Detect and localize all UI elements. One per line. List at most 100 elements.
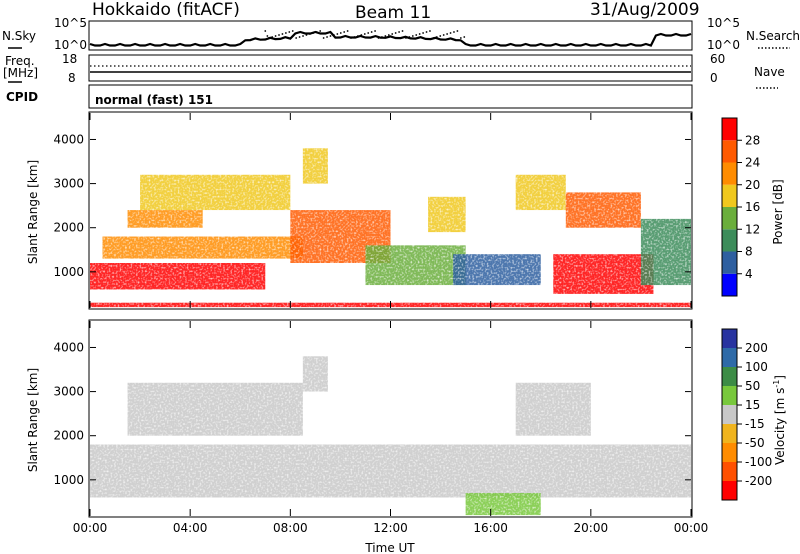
freq-label: Freq. <box>5 54 35 68</box>
noise-dot <box>322 37 325 39</box>
velocity-speckle <box>90 321 691 516</box>
velocity-colorbar-tick-label: -50 <box>745 436 765 450</box>
power-axes-frame <box>88 111 693 310</box>
noise-dot <box>346 30 349 32</box>
noise-dot <box>319 30 322 32</box>
noise-dot <box>442 34 445 36</box>
power-colorbar-tick-label: 24 <box>745 156 760 170</box>
nave-label: Nave <box>754 65 785 79</box>
power-panel: 1000 2000 3000 4000 Slant Range [km] 4 8 12 16… <box>26 111 785 310</box>
y-tick-label: 1000 <box>53 265 84 279</box>
noise-dot <box>381 36 383 38</box>
power-colorbar-tick-label: 20 <box>745 178 760 192</box>
x-tick-label: 00:00 <box>674 521 709 535</box>
noise-dot <box>339 32 342 34</box>
noise-dot <box>284 32 287 34</box>
noise-dot <box>315 31 318 33</box>
noise-dot <box>453 31 455 33</box>
station-title: Hokkaido (fitACF) <box>92 0 240 20</box>
nsearch-tick-top: 10^5 <box>707 16 740 30</box>
noise-dot <box>370 31 373 33</box>
velocity-colorbar-segment <box>722 367 737 386</box>
noise-dot <box>463 36 466 38</box>
velocity-ylabel: Slant Range [km] <box>26 368 40 472</box>
noise-dot <box>343 31 346 33</box>
nsearch-tick-bottom: 10^0 <box>707 38 740 52</box>
power-colorbar-label: Power [dB] <box>771 179 785 244</box>
noise-dot <box>394 32 397 34</box>
power-colorbar: 4 8 12 16 20 24 28 <box>721 117 760 297</box>
x-axis-title: Time UT <box>364 541 415 554</box>
velocity-colorbar-frame <box>721 328 738 501</box>
velocity-colorbar-label-end: ] <box>773 375 787 380</box>
velocity-colorbar-label-sup: -1 <box>772 380 781 388</box>
velocity-axes-frame <box>88 319 693 518</box>
noise-dot <box>288 31 291 33</box>
nave-tick-bottom: 0 <box>710 71 718 85</box>
freq-tick-top: 18 <box>62 52 77 66</box>
velocity-colorbar-tick-label: -15 <box>745 417 765 431</box>
noise-dot <box>264 30 267 32</box>
noise-dot <box>384 35 387 37</box>
power-colorbar-segment <box>722 140 737 163</box>
noise-dot <box>326 36 328 38</box>
noise-dot <box>367 32 370 34</box>
noise-dot <box>439 35 442 37</box>
y-tick-label: 1000 <box>53 473 84 487</box>
y-tick-label: 3000 <box>53 177 84 191</box>
freq-unit: [MHz] <box>3 66 38 80</box>
noise-dot <box>456 30 459 32</box>
noise-dot <box>363 33 366 35</box>
nsky-tick-bottom: 10^0 <box>54 38 87 52</box>
power-colorbar-segment <box>722 162 737 185</box>
noise-dot <box>377 37 380 39</box>
x-tick-label: 20:00 <box>574 521 609 535</box>
x-tick-label: 12:00 <box>373 521 408 535</box>
cpid-label: CPID <box>6 90 38 104</box>
y-tick-label: 4000 <box>53 132 84 146</box>
velocity-colorbar-segment <box>722 481 737 500</box>
noise-dot <box>350 37 352 39</box>
noise-dot <box>446 33 449 35</box>
power-colorbar-segment <box>722 118 737 141</box>
noise-dot <box>312 32 315 34</box>
power-colorbar-segment <box>722 184 737 207</box>
noise-dot <box>278 34 280 36</box>
noise-search-dots <box>264 30 466 39</box>
nsky-tick-top: 10^5 <box>54 16 87 30</box>
power-colorbar-tick-label: 8 <box>745 245 753 259</box>
noise-dot <box>295 37 298 39</box>
noise-dot <box>302 35 304 37</box>
cpid-value: normal (fast) 151 <box>95 93 213 107</box>
nsearch-label: N.Search <box>746 29 800 43</box>
velocity-colorbar-tick-label: -100 <box>745 455 772 469</box>
noise-dot <box>429 30 431 32</box>
power-colorbar-tick-label: 16 <box>745 200 760 214</box>
x-tick-label: 16:00 <box>473 521 508 535</box>
velocity-panel: 1000 2000 3000 4000 00:00 04:00 08:00 12:00 16:… <box>26 319 787 554</box>
noise-dot <box>267 37 270 39</box>
noise-strip-frame <box>88 20 693 51</box>
power-colorbar-tick-label: 4 <box>745 267 753 281</box>
noise-dot <box>449 32 452 34</box>
noise-dot <box>411 35 414 37</box>
cpid-strip-frame <box>88 84 693 109</box>
velocity-colorbar: 200 100 50 15 -15 -50 -100 -200 <box>721 328 772 501</box>
noise-dot <box>425 31 428 33</box>
power-colorbar-segment <box>722 273 737 296</box>
velocity-colorbar-label-main: Velocity [m s <box>773 388 787 465</box>
nave-tick-top: 60 <box>710 52 725 66</box>
status-panel: N.Sky 10^5 10^0 10^5 10^0 N.Search Freq.… <box>2 16 800 109</box>
noise-dot <box>305 34 308 36</box>
noise-dot <box>291 30 294 32</box>
noise-dot <box>432 37 435 39</box>
freq-strip-frame <box>88 54 693 82</box>
power-x-axis <box>89 113 692 308</box>
y-tick-label: 2000 <box>53 221 84 235</box>
beam-title: Beam 11 <box>355 3 431 23</box>
noise-dot <box>360 34 363 36</box>
date-title: 31/Aug/2009 <box>590 0 700 20</box>
noise-dot <box>298 36 301 38</box>
velocity-colorbar-tick-label: 15 <box>745 398 760 412</box>
